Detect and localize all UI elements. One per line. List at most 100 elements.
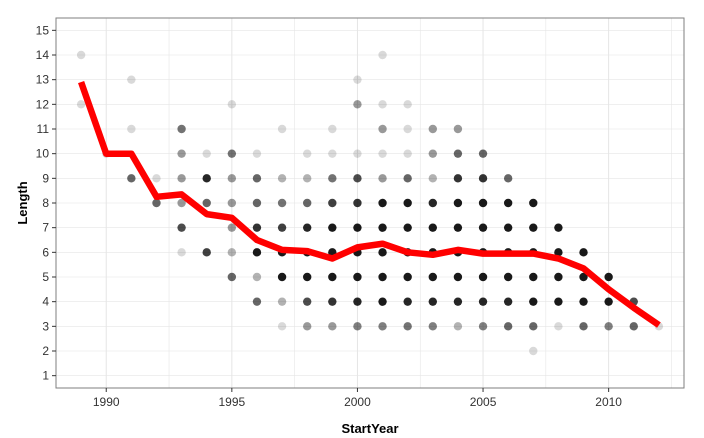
y-tick-label: 1 — [42, 369, 49, 383]
data-point — [529, 198, 538, 208]
y-tick-label: 3 — [42, 319, 49, 333]
data-point — [478, 174, 488, 183]
x-tick-label: 1990 — [93, 395, 120, 409]
data-point — [127, 75, 136, 84]
x-tick-label: 2010 — [595, 395, 622, 409]
data-point — [478, 297, 488, 306]
data-point — [428, 124, 437, 134]
x-axis-title: StartYear — [341, 421, 398, 436]
data-point — [378, 272, 387, 282]
data-point — [303, 297, 312, 306]
data-point — [378, 223, 387, 232]
y-axis-title: Length — [15, 181, 30, 224]
data-point — [177, 149, 186, 158]
data-point — [403, 174, 412, 183]
trend-line — [78, 81, 661, 328]
data-point — [554, 272, 563, 282]
data-point — [403, 223, 412, 232]
x-axis-ticks: 1990 1995 2000 2005 2010 — [93, 388, 622, 409]
data-point — [252, 149, 262, 158]
data-point — [277, 322, 287, 331]
data-point — [428, 198, 437, 208]
data-point — [303, 149, 312, 158]
data-point — [503, 272, 513, 282]
data-point — [353, 223, 362, 232]
data-point — [353, 297, 362, 306]
data-point — [478, 322, 488, 331]
data-point — [554, 248, 563, 257]
data-point — [353, 149, 362, 158]
data-point — [353, 198, 362, 208]
data-point — [378, 198, 387, 208]
data-point — [353, 272, 362, 282]
data-point — [579, 322, 588, 331]
data-point — [378, 50, 387, 60]
data-point — [328, 272, 337, 282]
data-point — [76, 100, 86, 109]
y-tick-label: 11 — [37, 122, 50, 136]
data-point — [428, 174, 437, 183]
y-tick-label: 6 — [42, 245, 49, 259]
data-point — [428, 297, 437, 306]
data-point — [202, 149, 211, 158]
data-point — [177, 124, 186, 134]
data-point — [378, 322, 387, 331]
data-point — [353, 322, 362, 331]
data-point — [227, 272, 237, 282]
data-point — [428, 272, 437, 282]
data-point — [428, 322, 437, 331]
data-point — [152, 174, 161, 183]
data-point — [152, 198, 161, 208]
data-point — [227, 174, 237, 183]
data-point — [378, 297, 387, 306]
y-tick-label: 2 — [42, 344, 49, 358]
data-point — [252, 223, 262, 232]
data-point — [328, 223, 337, 232]
data-point — [604, 272, 613, 282]
y-tick-label: 9 — [42, 171, 49, 185]
data-point — [403, 198, 412, 208]
data-point — [353, 174, 362, 183]
y-tick-label: 7 — [42, 221, 49, 235]
data-point — [127, 174, 136, 183]
data-point — [453, 149, 463, 158]
data-point — [529, 223, 538, 232]
data-point — [478, 272, 488, 282]
y-tick-label: 4 — [42, 295, 49, 309]
data-point — [403, 100, 412, 109]
data-point — [554, 297, 563, 306]
data-point — [604, 297, 613, 306]
data-point — [378, 100, 387, 109]
data-point — [403, 272, 412, 282]
data-point — [403, 297, 412, 306]
data-point — [478, 198, 488, 208]
data-point — [303, 272, 312, 282]
data-point — [428, 149, 437, 158]
data-point — [227, 248, 237, 257]
data-point — [252, 272, 262, 282]
y-tick-label: 8 — [42, 196, 49, 210]
data-point — [202, 174, 211, 183]
data-point — [529, 346, 538, 356]
data-point — [629, 322, 638, 331]
x-tick-label: 1995 — [218, 395, 245, 409]
data-point — [554, 223, 563, 232]
data-point — [177, 198, 186, 208]
data-point — [453, 223, 463, 232]
data-point — [277, 198, 287, 208]
data-point — [303, 223, 312, 232]
data-point — [177, 248, 186, 257]
data-point — [403, 149, 412, 158]
data-point — [127, 124, 136, 134]
data-point — [453, 174, 463, 183]
data-point — [579, 297, 588, 306]
data-point — [328, 149, 337, 158]
data-point — [503, 297, 513, 306]
data-point — [503, 198, 513, 208]
data-point — [378, 149, 387, 158]
data-point — [227, 149, 237, 158]
data-point — [202, 248, 211, 257]
